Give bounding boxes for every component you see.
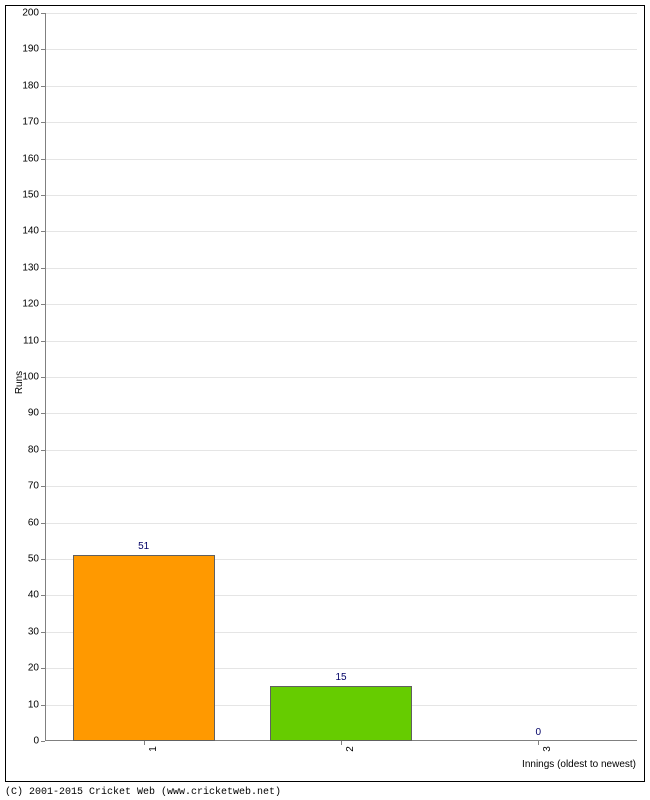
y-tick-mark (41, 668, 45, 669)
grid-line (45, 122, 637, 123)
y-tick-mark (41, 159, 45, 160)
y-tick-mark (41, 268, 45, 269)
y-tick-mark (41, 304, 45, 305)
y-tick-label: 30 (6, 626, 39, 637)
y-tick-mark (41, 486, 45, 487)
copyright-text: (C) 2001-2015 Cricket Web (www.cricketwe… (5, 787, 281, 798)
y-tick-mark (41, 450, 45, 451)
y-tick-mark (41, 13, 45, 14)
y-tick-mark (41, 705, 45, 706)
y-tick-mark (41, 86, 45, 87)
y-tick-mark (41, 413, 45, 414)
y-tick-label: 70 (6, 481, 39, 492)
x-tick-mark (341, 741, 342, 745)
y-tick-label: 150 (6, 190, 39, 201)
bar-value-label: 0 (536, 727, 542, 738)
y-tick-label: 130 (6, 262, 39, 273)
y-tick-mark (41, 377, 45, 378)
y-tick-label: 0 (6, 736, 39, 747)
bar-value-label: 51 (138, 541, 149, 552)
x-tick-mark (538, 741, 539, 745)
y-tick-mark (41, 741, 45, 742)
y-tick-mark (41, 231, 45, 232)
y-tick-label: 120 (6, 299, 39, 310)
y-tick-mark (41, 195, 45, 196)
grid-line (45, 450, 637, 451)
y-axis-line (45, 13, 46, 741)
grid-line (45, 13, 637, 14)
grid-line (45, 195, 637, 196)
grid-line (45, 341, 637, 342)
y-tick-mark (41, 49, 45, 50)
grid-line (45, 86, 637, 87)
y-tick-mark (41, 559, 45, 560)
y-tick-label: 200 (6, 8, 39, 19)
grid-line (45, 523, 637, 524)
y-tick-label: 60 (6, 517, 39, 528)
x-tick-label: 3 (542, 746, 553, 752)
chart-container: 51150 Runs Innings (oldest to newest) 01… (0, 0, 650, 800)
x-tick-label: 2 (345, 746, 356, 752)
y-tick-label: 90 (6, 408, 39, 419)
chart-border: 51150 Runs Innings (oldest to newest) 01… (5, 5, 645, 782)
y-tick-mark (41, 523, 45, 524)
x-axis-label: Innings (oldest to newest) (522, 759, 636, 770)
y-tick-mark (41, 122, 45, 123)
y-tick-label: 20 (6, 663, 39, 674)
bar-value-label: 15 (335, 672, 346, 683)
y-tick-label: 110 (6, 335, 39, 346)
y-tick-label: 80 (6, 444, 39, 455)
y-tick-label: 140 (6, 226, 39, 237)
grid-line (45, 486, 637, 487)
bar (73, 555, 215, 741)
y-tick-mark (41, 632, 45, 633)
y-tick-label: 40 (6, 590, 39, 601)
y-tick-label: 10 (6, 699, 39, 710)
grid-line (45, 49, 637, 50)
y-tick-label: 100 (6, 372, 39, 383)
bar (270, 686, 412, 741)
x-tick-label: 1 (148, 746, 159, 752)
y-tick-label: 50 (6, 554, 39, 565)
y-tick-mark (41, 341, 45, 342)
y-tick-mark (41, 595, 45, 596)
grid-line (45, 231, 637, 232)
grid-line (45, 377, 637, 378)
y-tick-label: 190 (6, 44, 39, 55)
x-tick-mark (144, 741, 145, 745)
y-tick-label: 160 (6, 153, 39, 164)
grid-line (45, 304, 637, 305)
grid-line (45, 159, 637, 160)
grid-line (45, 268, 637, 269)
plot-area: 51 15 0 (45, 13, 637, 741)
y-tick-label: 180 (6, 80, 39, 91)
grid-line (45, 413, 637, 414)
y-tick-label: 170 (6, 117, 39, 128)
